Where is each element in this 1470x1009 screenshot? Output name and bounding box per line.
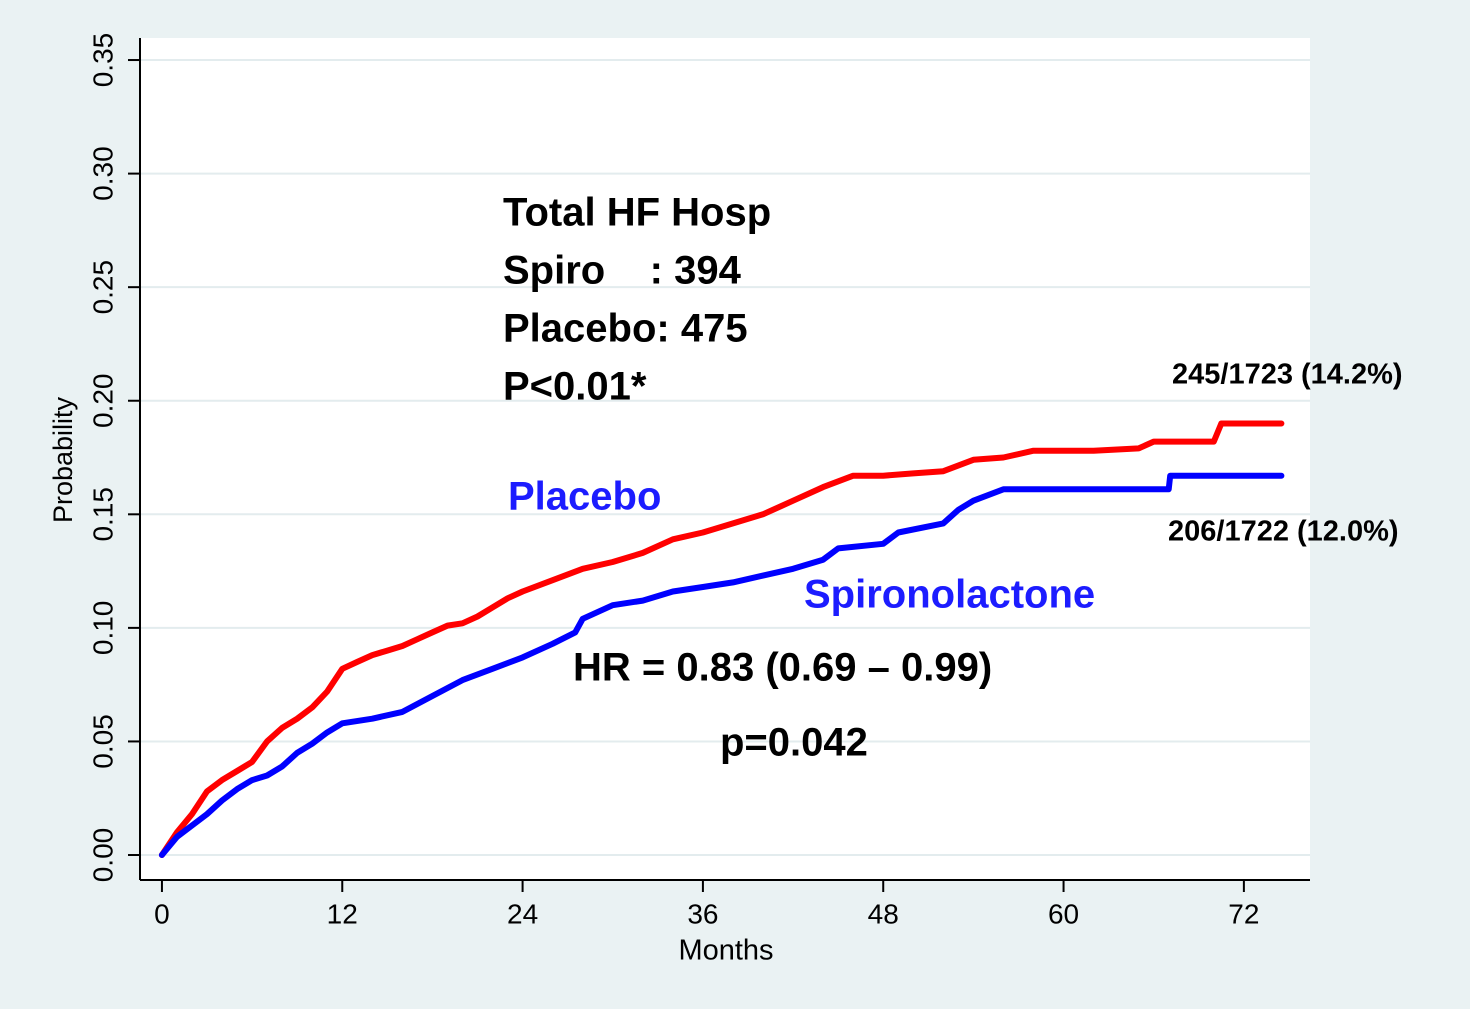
annotation: Spiro : 394 <box>503 249 742 293</box>
plot-area <box>140 38 1310 880</box>
x-tick-label: 72 <box>1228 898 1259 929</box>
annotation: Placebo: 475 <box>503 307 748 351</box>
y-tick-label: 0.25 <box>87 260 118 315</box>
y-tick-label: 0.00 <box>87 828 118 883</box>
annotation: P<0.01* <box>503 365 647 409</box>
y-tick-label: 0.05 <box>87 714 118 769</box>
series-label: Placebo <box>508 475 661 519</box>
series-line <box>158 420 1285 858</box>
x-tick-label: 36 <box>687 898 718 929</box>
x-tick-label: 60 <box>1048 898 1079 929</box>
y-axis-label: Probability <box>48 396 78 523</box>
y-tick-label: 0.10 <box>87 601 118 656</box>
annotation: 206/1722 (12.0%) <box>1168 516 1399 548</box>
x-axis-label: Months <box>678 935 773 967</box>
annotation: 245/1723 (14.2%) <box>1172 359 1403 391</box>
y-tick-label: 0.20 <box>87 373 118 428</box>
y-tick-label: 0.35 <box>87 33 118 88</box>
series-line <box>158 472 1285 858</box>
x-tick-label: 48 <box>868 898 899 929</box>
y-tick-label: 0.15 <box>87 487 118 542</box>
series-label: Spironolactone <box>804 573 1095 617</box>
annotation: p=0.042 <box>720 721 868 765</box>
annotation: Total HF Hosp <box>503 191 771 235</box>
x-tick-label: 24 <box>507 898 538 929</box>
x-tick-label: 12 <box>327 898 358 929</box>
annotation: HR = 0.83 (0.69 – 0.99) <box>573 646 992 690</box>
y-tick-label: 0.30 <box>87 146 118 201</box>
x-tick-label: 0 <box>154 898 170 929</box>
